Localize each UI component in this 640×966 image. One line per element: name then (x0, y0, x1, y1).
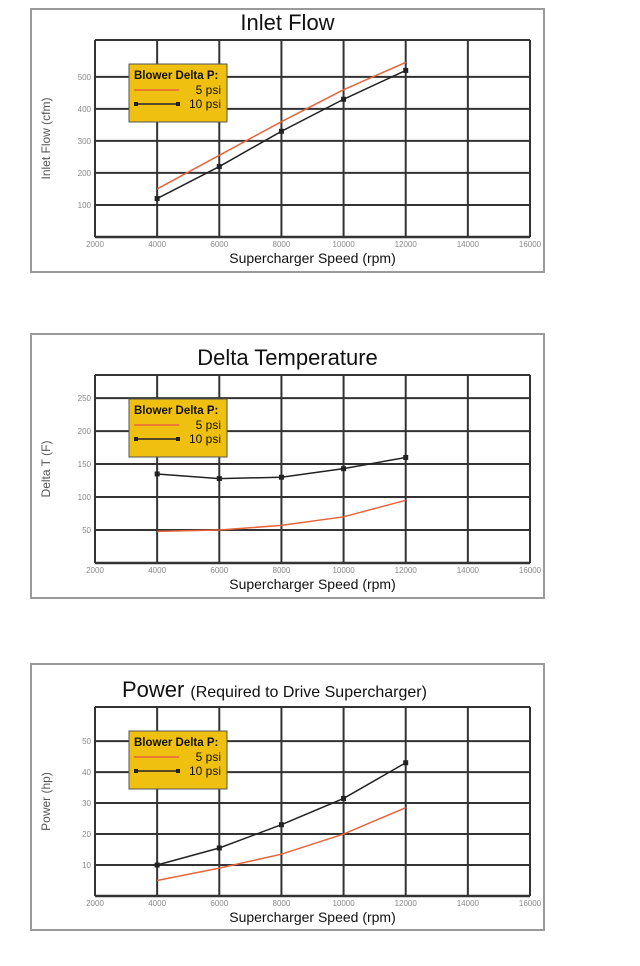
y-axis-label: Delta T (F) (39, 441, 53, 498)
data-point (216, 845, 222, 851)
y-tick-label: 40 (82, 768, 91, 777)
y-tick-label: 20 (82, 830, 91, 839)
legend-label: 5 psi (196, 750, 221, 764)
legend-label: 5 psi (196, 418, 221, 432)
x-tick-label: 2000 (86, 899, 104, 908)
legend-title: Blower Delta P: (134, 405, 218, 417)
chart-svg: Inlet Flow 2000 4000 6000 8000 10000 12000 1400… (39, 10, 542, 266)
series-line-5-psi (156, 807, 407, 882)
series-line-5-psi (156, 61, 407, 190)
legend-title: Blower Delta P: (134, 737, 218, 749)
data-point (403, 760, 409, 766)
chart-subtitle: (Required to Drive Supercharger) (190, 684, 427, 701)
data-point (278, 474, 284, 480)
x-tick-label: 6000 (210, 899, 228, 908)
legend-box (128, 63, 228, 123)
data-point (216, 476, 222, 482)
data-point (154, 862, 160, 868)
chart-svg: Power (Required to Drive Supercharger) 200… (39, 677, 542, 925)
y-tick-label: 200 (78, 169, 92, 178)
x-tick-label: 4000 (148, 240, 166, 249)
y-tick-label: 300 (78, 137, 92, 146)
x-axis-label: Supercharger Speed (rpm) (229, 250, 396, 266)
legend-marker (176, 769, 180, 773)
x-tick-label: 14000 (457, 240, 480, 249)
x-tick-label: 10000 (332, 566, 355, 575)
legend-label: 10 psi (189, 432, 221, 446)
chart-title: Power (Required to Drive Supercharger) (122, 677, 427, 702)
chart-svg: Delta Temperature 2000 4000 6000 8000 10000 12… (39, 345, 542, 592)
y-axis-label: Inlet Flow (cfm) (39, 97, 53, 179)
x-tick-label: 4000 (148, 566, 166, 575)
data-point (154, 196, 160, 202)
chart-title-main: Power (122, 677, 184, 702)
data-point (154, 471, 160, 477)
legend-title: Blower Delta P: (134, 70, 218, 82)
inlet-flow-chart: Inlet Flow 2000 4000 6000 8000 10000 12000 1400… (30, 8, 545, 273)
y-tick-label: 150 (78, 460, 92, 469)
data-point (341, 466, 347, 472)
chart-title: Delta Temperature (197, 345, 378, 370)
delta-temperature-chart: Delta Temperature 2000 4000 6000 8000 10000 12… (30, 333, 545, 599)
data-point (341, 96, 347, 102)
y-tick-label: 10 (82, 861, 91, 870)
data-point (403, 454, 409, 460)
legend-box (128, 398, 228, 458)
data-point (216, 164, 222, 170)
y-tick-label: 250 (78, 394, 92, 403)
y-tick-label: 50 (82, 737, 91, 746)
y-tick-label: 100 (78, 493, 92, 502)
x-tick-label: 6000 (210, 566, 228, 575)
x-tick-label: 12000 (395, 899, 418, 908)
legend-label: 10 psi (189, 97, 221, 111)
x-tick-label: 8000 (273, 240, 291, 249)
x-tick-label: 6000 (210, 240, 228, 249)
x-tick-label: 8000 (273, 899, 291, 908)
legend-marker (176, 102, 180, 106)
y-axis-label: Power (hp) (39, 772, 53, 831)
legend-marker (176, 437, 180, 441)
x-axis-label: Supercharger Speed (rpm) (229, 576, 396, 592)
y-tick-label: 50 (82, 526, 91, 535)
x-axis-label: Supercharger Speed (rpm) (229, 909, 396, 925)
x-tick-label: 10000 (332, 240, 355, 249)
x-tick-label: 2000 (86, 566, 104, 575)
legend-marker (134, 769, 138, 773)
chart-title-main: Inlet Flow (240, 10, 334, 35)
x-tick-label: 16000 (519, 566, 542, 575)
series-line-5-psi (157, 499, 406, 533)
data-point (278, 128, 284, 134)
x-tick-label: 2000 (86, 240, 104, 249)
y-tick-label: 30 (82, 799, 91, 808)
legend-marker (134, 102, 138, 106)
y-tick-label: 200 (78, 427, 92, 436)
legend-marker (134, 437, 138, 441)
data-point (341, 795, 347, 801)
legend-box (128, 730, 228, 790)
legend-label: 10 psi (189, 764, 221, 778)
x-tick-label: 10000 (332, 899, 355, 908)
y-tick-label: 500 (78, 73, 92, 82)
y-tick-label: 400 (78, 105, 92, 114)
x-tick-label: 14000 (457, 566, 480, 575)
legend-label: 5 psi (196, 83, 221, 97)
data-point (278, 822, 284, 828)
data-point (403, 67, 409, 73)
x-tick-label: 12000 (395, 566, 418, 575)
x-tick-label: 4000 (148, 899, 166, 908)
chart-title-main: Delta Temperature (197, 345, 378, 370)
y-tick-label: 100 (78, 201, 92, 210)
x-tick-label: 8000 (273, 566, 291, 575)
power-chart: Power (Required to Drive Supercharger) 200… (30, 663, 545, 931)
chart-title: Inlet Flow (240, 10, 334, 35)
x-tick-label: 12000 (395, 240, 418, 249)
x-tick-label: 16000 (519, 240, 542, 249)
x-tick-label: 16000 (519, 899, 542, 908)
x-tick-label: 14000 (457, 899, 480, 908)
